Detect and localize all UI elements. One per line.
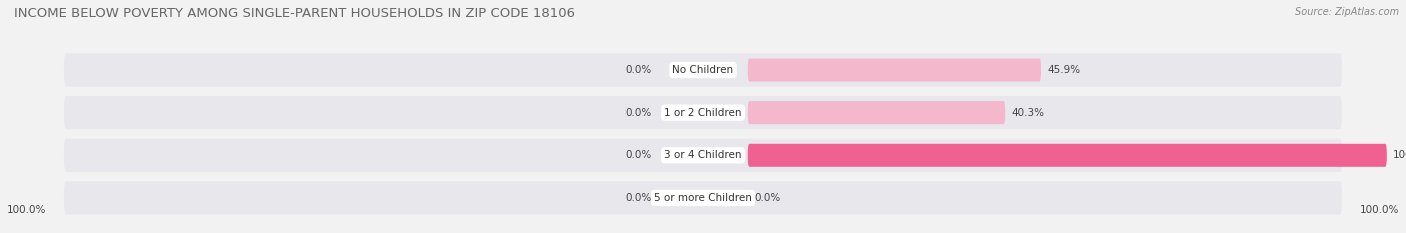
- Text: 100.0%: 100.0%: [1393, 150, 1406, 160]
- FancyBboxPatch shape: [63, 181, 1343, 215]
- Text: No Children: No Children: [672, 65, 734, 75]
- Text: INCOME BELOW POVERTY AMONG SINGLE-PARENT HOUSEHOLDS IN ZIP CODE 18106: INCOME BELOW POVERTY AMONG SINGLE-PARENT…: [14, 7, 575, 20]
- Text: 0.0%: 0.0%: [754, 193, 780, 203]
- Text: 0.0%: 0.0%: [626, 150, 652, 160]
- Text: 0.0%: 0.0%: [626, 108, 652, 118]
- Text: 3 or 4 Children: 3 or 4 Children: [664, 150, 742, 160]
- FancyBboxPatch shape: [63, 139, 1343, 172]
- FancyBboxPatch shape: [748, 144, 1386, 167]
- FancyBboxPatch shape: [748, 101, 1005, 124]
- FancyBboxPatch shape: [63, 96, 1343, 129]
- Text: 5 or more Children: 5 or more Children: [654, 193, 752, 203]
- Text: 0.0%: 0.0%: [626, 193, 652, 203]
- Text: Source: ZipAtlas.com: Source: ZipAtlas.com: [1295, 7, 1399, 17]
- Text: 1 or 2 Children: 1 or 2 Children: [664, 108, 742, 118]
- Text: 45.9%: 45.9%: [1047, 65, 1081, 75]
- Text: 100.0%: 100.0%: [7, 205, 46, 215]
- Text: 0.0%: 0.0%: [626, 65, 652, 75]
- FancyBboxPatch shape: [63, 53, 1343, 87]
- Text: 100.0%: 100.0%: [1360, 205, 1399, 215]
- FancyBboxPatch shape: [748, 58, 1040, 82]
- Text: 40.3%: 40.3%: [1012, 108, 1045, 118]
